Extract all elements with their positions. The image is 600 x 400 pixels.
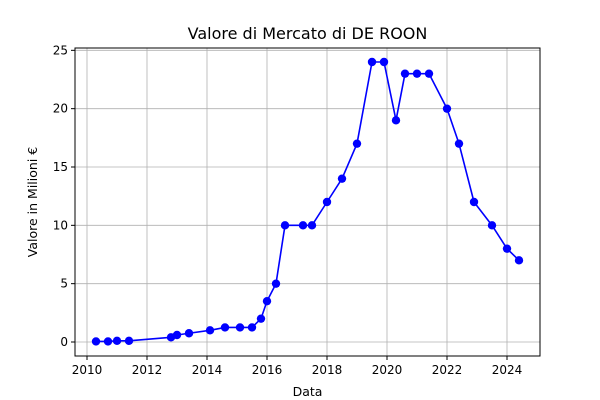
y-tick-label: 20 [53,102,68,116]
x-tick-label: 2014 [192,363,223,377]
data-point [502,244,512,253]
x-tick-label: 2012 [132,363,163,377]
x-tick-label: 2016 [252,363,283,377]
y-tick-label: 15 [53,160,68,174]
data-point [103,337,113,346]
series-line [96,61,520,343]
data-point [487,221,497,230]
data-point [307,221,317,230]
data-point [400,69,410,78]
data-point [367,57,377,67]
x-tick-label: 2018 [312,363,343,377]
series-layer [91,57,524,346]
data-point [391,116,401,125]
y-tick-label: 5 [60,277,68,291]
x-tick-label: 2020 [372,363,403,377]
data-point [91,337,101,346]
y-tick-label: 0 [60,335,68,349]
data-point [454,139,464,148]
data-point [220,323,230,332]
data-point [424,69,434,78]
x-tick-label: 2022 [432,363,463,377]
y-tick-label: 25 [53,43,68,57]
x-tick-label: 2024 [492,363,523,377]
x-tick-label: 2010 [72,363,103,377]
chart-title: Valore di Mercato di DE ROON [188,24,428,43]
data-point [247,323,257,332]
x-axis-label: Data [293,384,323,399]
axis-ticks: 2010 2012 2014 2016 2018 2020 2022 2024 0 5 10 15 20… [53,43,523,377]
data-point [322,197,332,207]
y-tick-label: 10 [53,218,68,232]
data-point [184,329,194,338]
data-point [112,336,122,346]
data-point [280,221,290,230]
data-point [235,323,245,332]
data-point [271,279,281,288]
data-point [379,57,389,67]
data-point [262,296,272,306]
data-point [352,139,362,148]
data-point [442,104,452,113]
data-point [412,69,422,78]
data-point [514,256,524,265]
data-point [124,336,134,346]
plot-frame [74,47,541,357]
data-point [256,314,266,323]
data-point [172,330,182,340]
data-point [298,221,308,230]
data-point [205,326,215,335]
y-axis-label: Valore in Milioni € [25,147,40,257]
data-point [337,174,347,183]
data-point [469,197,479,207]
